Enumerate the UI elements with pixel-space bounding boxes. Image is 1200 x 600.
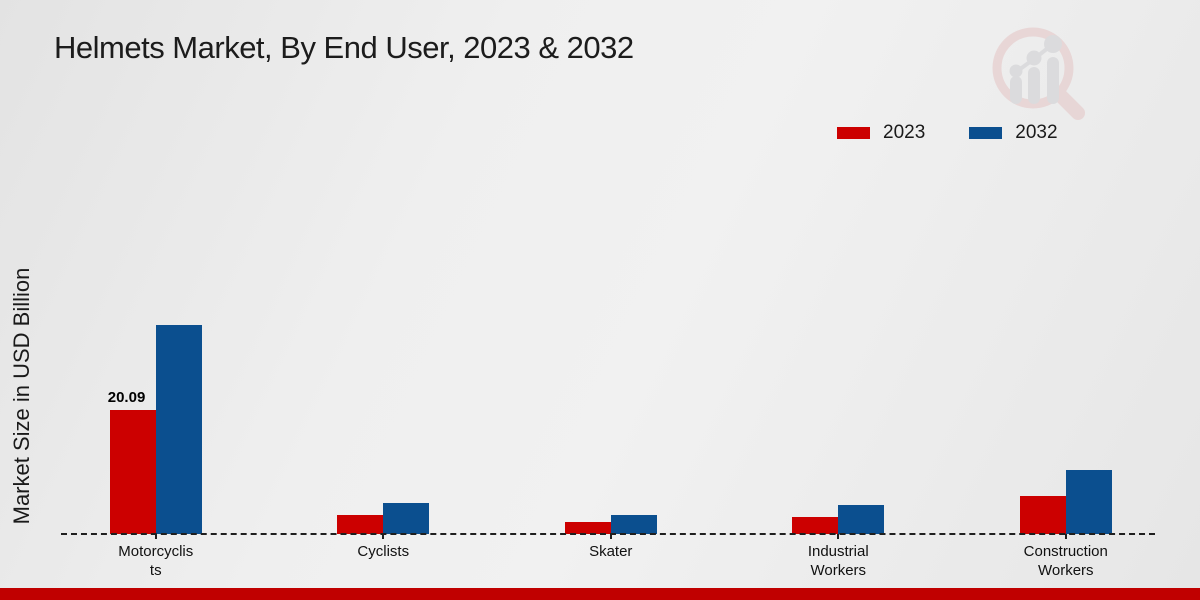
x-axis-category-label: Industrial Workers [807,543,869,579]
x-axis-tick [837,534,840,539]
bar-2023-industrial-workers [792,517,839,534]
x-axis-tick [609,534,612,539]
legend-swatch-2023 [837,127,870,139]
legend-item-2023: 2023 [837,122,925,144]
magnifier-bar-chart-logo [992,27,1085,120]
bar-2032-construction-workers [1065,470,1112,534]
bar-2023-construction-workers [1019,496,1066,534]
legend-item-2032: 2032 [969,122,1058,144]
x-axis-category-label: Skater [589,543,633,560]
footer-accent-bar [0,588,1200,600]
bar-2032-industrial-workers [838,505,885,534]
legend-label: 2032 [1015,122,1058,143]
x-axis-baseline [61,533,1155,535]
x-axis-tick [154,534,157,539]
legend-swatch-2032 [969,127,1003,139]
x-axis-tick [382,534,385,539]
chart-legend: 2023 2032 [837,122,1058,144]
x-axis-category-label: Motorcyclis ts [118,543,194,579]
bar-2023-motorcyclists [109,410,156,534]
bar-2032-skater [610,515,657,534]
legend-label: 2023 [883,122,926,143]
chart-title: Helmets Market, By End User, 2023 & 2032 [54,30,634,65]
x-axis-category-label: Construction Workers [1023,543,1108,579]
bar-2023-cyclists [337,515,384,534]
bar-2032-motorcyclists [155,325,202,534]
bar-2032-cyclists [383,503,430,534]
bar-2023-skater [564,522,611,534]
bar-value-label: 20.09 [107,389,146,406]
y-axis-title: Market Size in USD Billion [9,267,34,525]
x-axis-tick [1064,534,1067,539]
x-axis-category-label: Cyclists [357,543,410,560]
